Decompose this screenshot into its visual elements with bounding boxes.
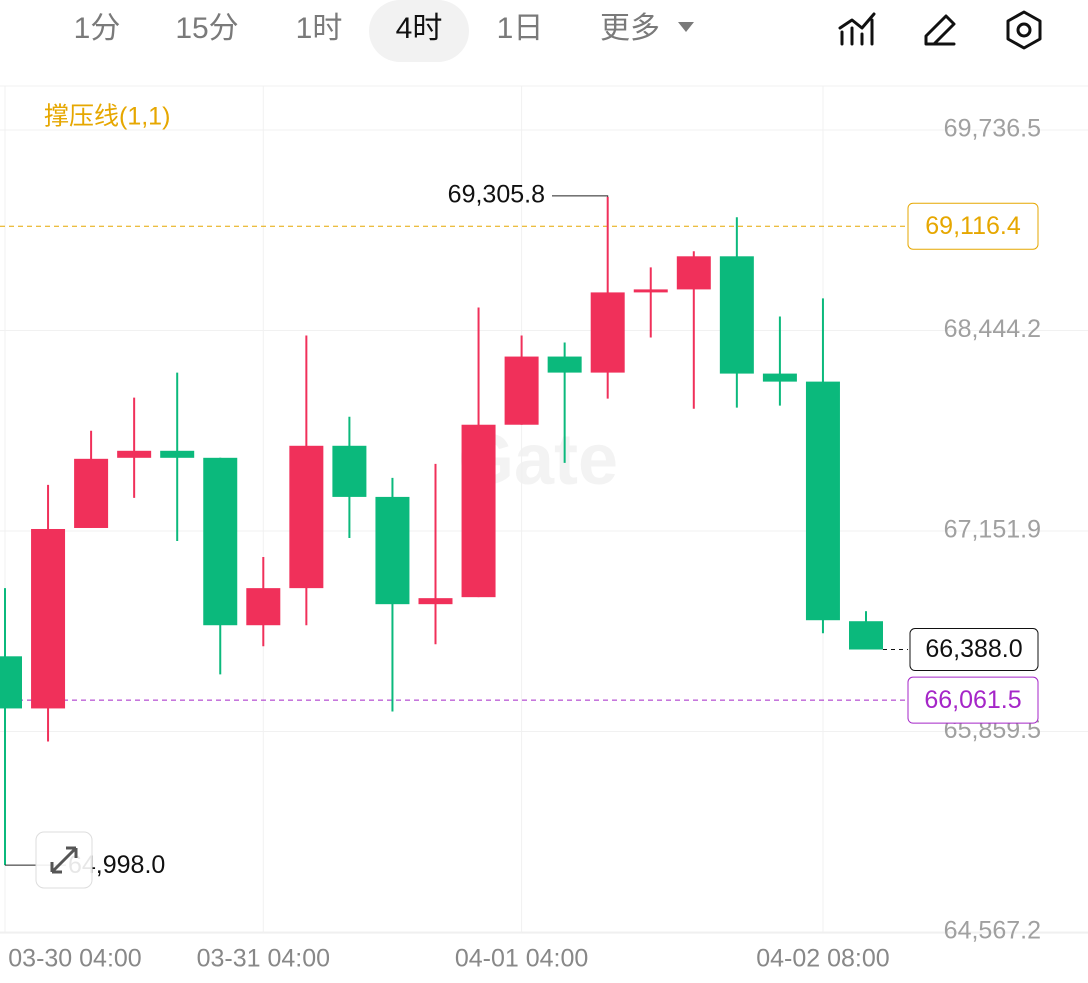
support-box (907, 676, 1039, 724)
support-label: 66,061.5 (924, 686, 1021, 714)
indicator-icon[interactable] (838, 12, 876, 46)
high-pointer (552, 195, 609, 197)
resistance-label: 69,116.4 (925, 212, 1021, 240)
candle-body (203, 457, 238, 626)
candle-body (31, 528, 66, 709)
last-price-label: 66,388.0 (925, 635, 1022, 663)
candle-body (719, 256, 754, 374)
candle-body (160, 450, 195, 458)
tab[interactable]: 1分 (74, 12, 121, 45)
tab-selected[interactable]: 4时 (396, 12, 443, 45)
y-tick-label: 67,151.9 (944, 516, 1041, 544)
candle-body (504, 356, 539, 425)
resistance-box (907, 202, 1039, 250)
selected-tab-bg (369, 0, 469, 62)
x-tick-label: 03-30 04:00 (8, 945, 141, 973)
y-tick-label: 69,736.5 (944, 115, 1041, 143)
y-tick-label: 68,444.2 (944, 315, 1041, 343)
x-tick-label: 03-31 04:00 (197, 945, 330, 973)
indicator-label[interactable]: 撑压线(1,1) (44, 103, 170, 131)
candle-body (74, 458, 109, 528)
icons (838, 10, 1042, 50)
candle-body (547, 356, 582, 373)
candle-body (676, 256, 711, 290)
candle-body (461, 424, 496, 598)
candle-body (0, 656, 22, 709)
candle-body (418, 598, 453, 605)
candle-body (805, 381, 840, 621)
candle-body (633, 289, 668, 293)
tab-more[interactable]: 更多 (600, 12, 660, 45)
expand-icon (50, 846, 78, 874)
y-tick-label: 64,567.2 (944, 917, 1041, 945)
x-tick-label: 04-01 04:00 (455, 945, 588, 973)
candle-body (375, 496, 410, 605)
tab[interactable]: 15分 (175, 12, 238, 45)
tab[interactable]: 1日 (497, 12, 544, 45)
settings-icon[interactable] (1006, 10, 1042, 50)
tab[interactable]: 1时 (296, 12, 343, 45)
candle-body (332, 445, 367, 497)
candle-body (590, 292, 625, 373)
candle-body (117, 450, 152, 458)
candle-body (289, 445, 324, 589)
x-tick-label: 04-02 08:00 (756, 945, 889, 973)
draw-icon[interactable] (924, 14, 956, 46)
candle-body (246, 588, 281, 626)
dropdown-arrow[interactable] (678, 22, 694, 32)
settings-icon-center (1016, 22, 1032, 38)
candle-body (762, 373, 797, 382)
candle-body (849, 621, 883, 650)
high-label: 69,305.8 (448, 180, 545, 208)
last-price-box (909, 628, 1039, 672)
